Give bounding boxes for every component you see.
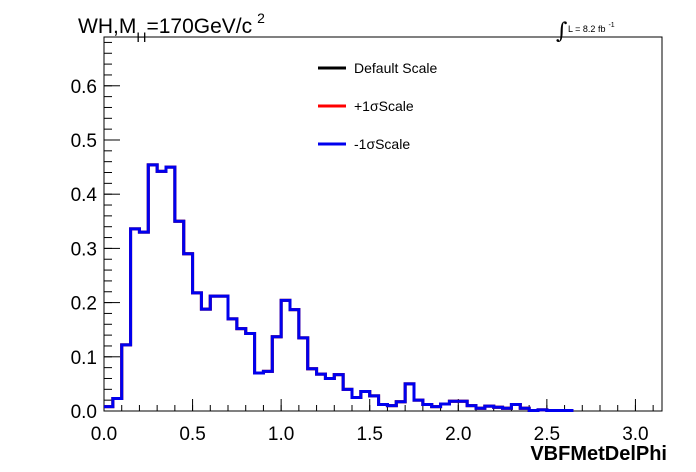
x-tick-label: 3.0 xyxy=(622,424,648,445)
chart-title: WH,MH=170GeV/c 2 xyxy=(78,10,265,45)
x-tick-label: 2.0 xyxy=(445,424,471,445)
x-axis-label: VBFMetDelPhi xyxy=(530,443,667,465)
x-tick-label: 2.5 xyxy=(534,424,560,445)
y-tick-label: 0.4 xyxy=(71,185,98,206)
luminosity-label: L = 8.2 fb -1 xyxy=(568,22,615,34)
x-tick-label: 1.5 xyxy=(357,424,383,445)
x-tick-label: 0.5 xyxy=(179,424,205,445)
title-superscript: 2 xyxy=(257,10,265,26)
axes: 0.0 0.5 1.0 1.5 2.0 2.5 3.0 0.0 0.1 0.2 0.3 0.4 0.5 0… xyxy=(71,41,654,445)
y-tick-label: 0.0 xyxy=(71,402,97,423)
title-main: WH,M xyxy=(78,15,136,38)
title-rest: =170GeV/c xyxy=(146,15,252,38)
series-line-3 xyxy=(104,163,574,412)
y-tick-label: 0.1 xyxy=(71,348,97,369)
y-tick-label: 0.2 xyxy=(71,294,97,315)
x-tick-label: 1.0 xyxy=(268,424,294,445)
integral-symbol: ∫ xyxy=(556,19,568,44)
y-tick-label: 0.6 xyxy=(71,77,97,98)
y-tick-label: 0.5 xyxy=(71,131,97,152)
legend-label: +1σScale xyxy=(354,98,414,114)
plot-frame xyxy=(103,36,663,412)
series-layer xyxy=(104,163,574,412)
legend: Default Scale +1σScale -1σScale xyxy=(318,60,437,152)
luminosity-superscript: -1 xyxy=(608,22,614,29)
legend-label: -1σScale xyxy=(354,136,410,152)
legend-label: Default Scale xyxy=(354,60,437,76)
luminosity-text: L = 8.2 fb xyxy=(568,24,605,34)
y-tick-label: 0.3 xyxy=(71,239,97,260)
x-tick-label: 0.0 xyxy=(91,424,117,445)
